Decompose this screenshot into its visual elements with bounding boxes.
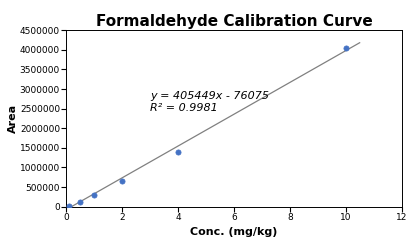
Text: y = 405449x - 76075
R² = 0.9981: y = 405449x - 76075 R² = 0.9981 — [150, 91, 268, 113]
Point — [174, 150, 181, 154]
Point — [91, 193, 97, 197]
X-axis label: Conc. (mg/kg): Conc. (mg/kg) — [190, 228, 277, 237]
Y-axis label: Area: Area — [8, 104, 18, 133]
Point — [342, 46, 348, 50]
Point — [119, 179, 125, 183]
Point — [77, 200, 83, 204]
Title: Formaldehyde Calibration Curve: Formaldehyde Calibration Curve — [95, 14, 371, 29]
Point — [66, 204, 72, 208]
